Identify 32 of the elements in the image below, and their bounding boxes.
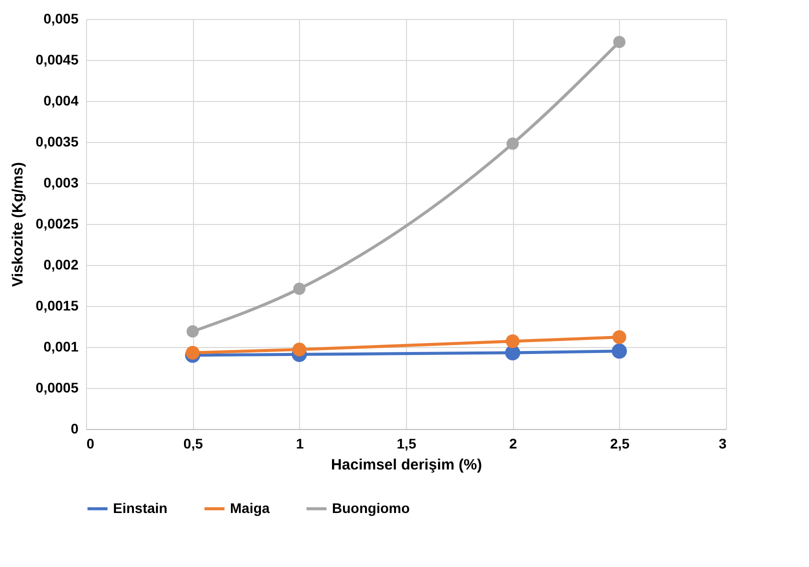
x-tick-label: 3 xyxy=(718,436,727,452)
x-axis-title: Hacimsel derişim (%) xyxy=(331,456,482,474)
x-tick-label: 0 xyxy=(86,436,94,452)
y-tick-label: 0,002 xyxy=(43,256,79,272)
y-tick-label: 0 xyxy=(70,420,79,436)
y-tick-label: 0,001 xyxy=(43,338,79,354)
point xyxy=(293,282,306,295)
y-axis-title: Viskozite (Kg/ms) xyxy=(10,162,27,287)
y-tick-label: 0,0015 xyxy=(36,298,79,314)
x-tick-label: 2,5 xyxy=(610,436,630,452)
y-tick-label: 0,004 xyxy=(43,92,79,108)
x-tick-label: 1 xyxy=(296,436,304,452)
y-tick-label: 0,005 xyxy=(43,10,79,26)
x-tick-label: 2 xyxy=(509,436,518,452)
y-tick-label: 0,0005 xyxy=(36,380,79,396)
y-tick-label: 0,0035 xyxy=(36,134,79,150)
point xyxy=(292,342,306,356)
legend-label: Buongiomo xyxy=(332,500,410,516)
point xyxy=(613,36,626,48)
x-tick-label: 0,5 xyxy=(183,436,204,452)
legend-label: Maiga xyxy=(230,500,270,516)
point xyxy=(612,344,627,359)
point xyxy=(506,138,519,150)
legend-label: Einstain xyxy=(113,500,168,516)
y-tick-label: 0,003 xyxy=(43,174,79,190)
point xyxy=(186,325,199,338)
y-tick-label: 0,0025 xyxy=(36,216,79,232)
point xyxy=(186,346,200,360)
point xyxy=(612,330,626,344)
x-tick-label: 1,5 xyxy=(396,436,416,452)
y-tick-label: 0,0045 xyxy=(36,52,79,68)
point xyxy=(506,334,520,348)
